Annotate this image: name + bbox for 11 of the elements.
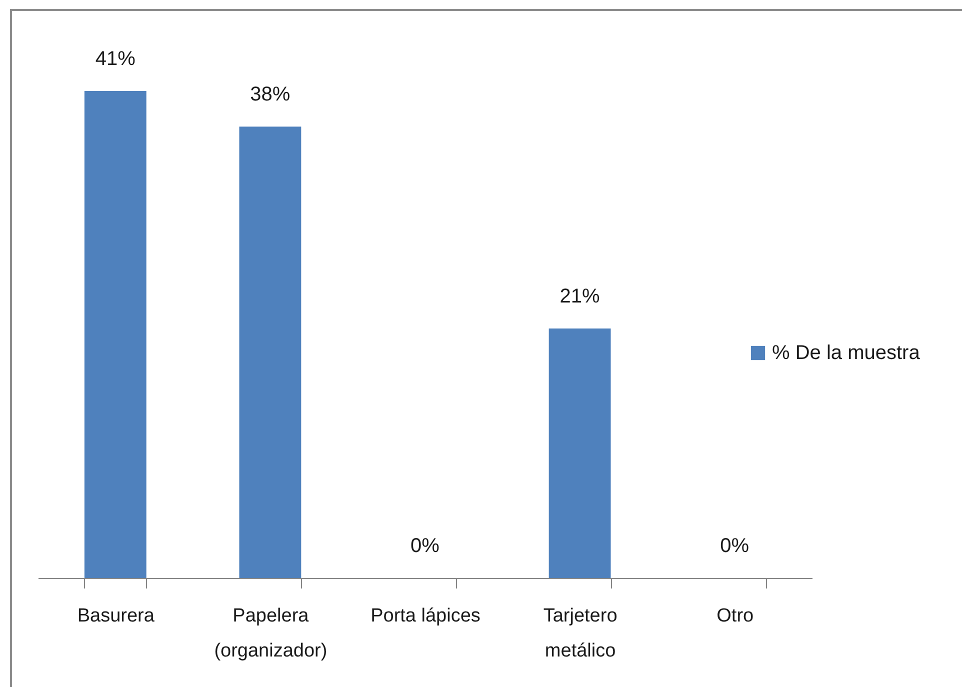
x-tick-label: Basurera bbox=[77, 606, 155, 626]
data-label: 0% bbox=[410, 535, 440, 557]
data-label: 38% bbox=[250, 84, 290, 106]
x-tick-label: Papelera (organizador) bbox=[214, 606, 328, 662]
x-tick-label: Otro bbox=[716, 606, 754, 626]
data-label: 41% bbox=[95, 48, 136, 70]
data-label: 21% bbox=[560, 286, 600, 308]
x-tick-label: Tarjetero metálico bbox=[543, 606, 618, 662]
legend-label: % De la muestra bbox=[772, 342, 921, 364]
x-tick-label: Porta lápices bbox=[370, 606, 480, 626]
data-label: 0% bbox=[720, 535, 750, 557]
